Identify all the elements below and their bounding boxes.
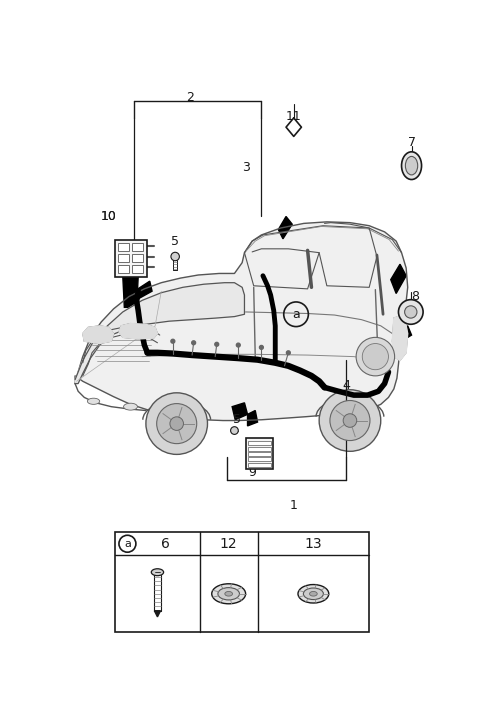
Text: 12: 12 (220, 537, 238, 551)
Text: 8: 8 (411, 290, 420, 303)
Text: 5: 5 (171, 234, 179, 248)
Circle shape (156, 404, 197, 444)
Text: 13: 13 (305, 537, 322, 551)
Circle shape (230, 427, 238, 434)
Polygon shape (278, 216, 292, 239)
FancyBboxPatch shape (132, 265, 143, 273)
Polygon shape (123, 277, 138, 307)
Polygon shape (83, 326, 114, 343)
Text: 9: 9 (248, 465, 256, 478)
Ellipse shape (310, 592, 317, 596)
FancyBboxPatch shape (248, 446, 271, 451)
Text: 3: 3 (242, 161, 250, 174)
FancyBboxPatch shape (118, 265, 129, 273)
Polygon shape (232, 403, 248, 420)
Ellipse shape (212, 584, 246, 604)
Ellipse shape (151, 568, 164, 576)
Circle shape (405, 306, 417, 318)
Polygon shape (134, 281, 152, 299)
Ellipse shape (298, 584, 329, 603)
FancyBboxPatch shape (115, 240, 147, 277)
Circle shape (362, 343, 388, 370)
Ellipse shape (225, 592, 232, 596)
Ellipse shape (406, 156, 418, 175)
Text: 5: 5 (233, 413, 241, 426)
Ellipse shape (87, 398, 100, 404)
FancyBboxPatch shape (248, 441, 271, 445)
Text: 6: 6 (161, 537, 169, 551)
Text: 11: 11 (286, 110, 301, 123)
Circle shape (319, 390, 381, 452)
Circle shape (330, 401, 370, 441)
Polygon shape (75, 222, 408, 420)
Circle shape (146, 393, 207, 454)
FancyBboxPatch shape (115, 532, 369, 632)
Text: 10: 10 (101, 210, 117, 223)
Circle shape (171, 339, 175, 343)
Circle shape (260, 346, 264, 349)
Circle shape (343, 414, 357, 428)
Text: 7: 7 (408, 136, 416, 149)
FancyBboxPatch shape (248, 457, 271, 461)
Polygon shape (119, 324, 157, 339)
Polygon shape (392, 314, 408, 361)
Text: a: a (124, 539, 131, 549)
Polygon shape (75, 282, 244, 383)
FancyBboxPatch shape (118, 254, 129, 262)
Text: a: a (292, 308, 300, 321)
Ellipse shape (303, 588, 324, 600)
FancyBboxPatch shape (248, 463, 271, 467)
Circle shape (287, 351, 290, 355)
Text: 4: 4 (342, 380, 350, 392)
FancyBboxPatch shape (118, 243, 129, 251)
Circle shape (356, 338, 395, 376)
Ellipse shape (123, 403, 137, 410)
Text: 1: 1 (290, 499, 298, 512)
Circle shape (171, 252, 180, 261)
Polygon shape (398, 326, 411, 341)
FancyBboxPatch shape (132, 254, 143, 262)
Circle shape (236, 343, 240, 347)
Polygon shape (155, 611, 160, 617)
Circle shape (398, 300, 423, 325)
Ellipse shape (402, 152, 421, 179)
Circle shape (215, 343, 219, 346)
Polygon shape (248, 410, 258, 426)
Ellipse shape (218, 587, 240, 600)
Polygon shape (391, 264, 406, 293)
Text: 2: 2 (187, 91, 194, 105)
Circle shape (192, 340, 195, 345)
Text: 10: 10 (101, 210, 117, 223)
Circle shape (170, 417, 183, 431)
FancyBboxPatch shape (132, 243, 143, 251)
FancyBboxPatch shape (248, 452, 271, 456)
FancyBboxPatch shape (246, 439, 273, 469)
